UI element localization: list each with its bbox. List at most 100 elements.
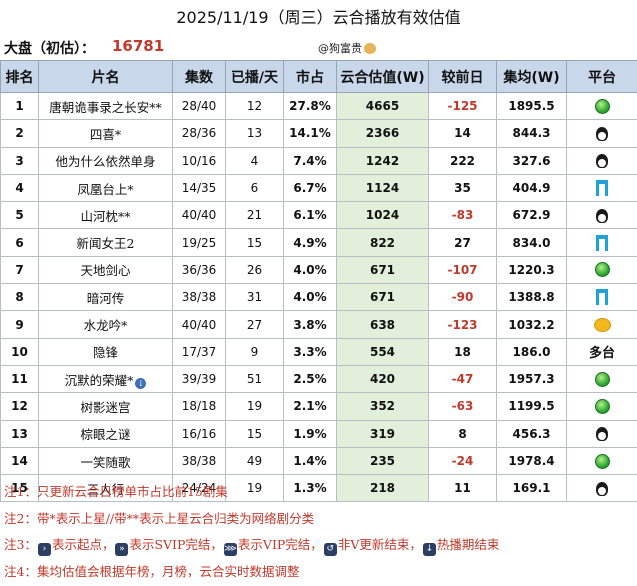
- platform-cell: [566, 392, 637, 421]
- note-3-d: 非V更新结束，: [337, 537, 422, 552]
- tencent-penguin-icon: [596, 481, 608, 496]
- platform-cell: [566, 119, 637, 148]
- column-header: 已播/天: [225, 60, 284, 93]
- iqiyi-icon: [594, 453, 610, 469]
- days-cell: 19: [225, 474, 284, 503]
- note-3-b: 表示SVIP完结，: [129, 537, 223, 552]
- rank-cell: 5: [0, 201, 39, 230]
- days-cell: 49: [225, 446, 284, 476]
- days-cell: 15: [225, 419, 284, 448]
- table-row: 9 水龙吟* 40/40 27 3.8% 638 -123 1032.2: [0, 310, 637, 339]
- change-cell: 35: [428, 173, 497, 203]
- estimate-cell: 638: [336, 310, 429, 339]
- days-cell: 26: [225, 255, 284, 285]
- hot-period-end-icon: ↓: [135, 377, 147, 389]
- svip-end-icon: »: [115, 543, 129, 556]
- non-vip-end-icon: ↺: [323, 543, 337, 556]
- table-row: 14 一笑随歌 38/38 49 1.4% 235 -24 1978.4: [0, 446, 637, 476]
- share-cell: 6.7%: [283, 173, 337, 203]
- platform-cell: [566, 364, 637, 394]
- title-cell: 山河枕**: [38, 201, 173, 230]
- notes: 注1：只更新云合日榜单市占比前15剧集 注2：带*表示上星//带**表示上星云合…: [0, 479, 637, 585]
- title-cell: 暗河传: [38, 283, 173, 312]
- title-text: 沉默的荣耀*: [64, 372, 134, 388]
- estimate-cell: 352: [336, 392, 429, 421]
- days-cell: 31: [225, 283, 284, 312]
- avg-cell: 169.1: [496, 474, 567, 503]
- rank-cell: 12: [0, 392, 39, 421]
- table-header: 排名 片名 集数 已播/天 市占 云合估值(W) 较前日 集均(W) 平台: [0, 60, 637, 93]
- days-cell: 9: [225, 337, 284, 366]
- episodes-cell: 39/39: [172, 364, 226, 394]
- episodes-cell: 36/36: [172, 255, 226, 285]
- platform-cell: [566, 201, 637, 230]
- title-cell: 三人行: [38, 474, 173, 503]
- note-3-a: 表示起点，: [51, 537, 115, 552]
- estimate-cell: 235: [336, 446, 429, 476]
- rank-cell: 2: [0, 119, 39, 148]
- table-row: 8 暗河传 38/38 31 4.0% 671 -90 1388.8: [0, 283, 637, 312]
- share-cell: 4.0%: [283, 255, 337, 285]
- days-cell: 27: [225, 310, 284, 339]
- avg-cell: 1388.8: [496, 283, 567, 312]
- title-cell: 棕眼之谜: [38, 419, 173, 448]
- note-1: 注1：只更新云合日榜单市占比前15剧集: [4, 484, 228, 499]
- estimate-cell: 671: [336, 283, 429, 312]
- table-row: 12 树影迷宫 18/18 19 2.1% 352 -63 1199.5: [0, 392, 637, 421]
- episodes-cell: 28/40: [172, 91, 226, 121]
- episodes-cell: 17/37: [172, 337, 226, 366]
- share-cell: 3.3%: [283, 337, 337, 366]
- table-body: 1 唐朝诡事录之长安** 28/40 12 27.8% 4665 -125 1895.5 2 四喜…: [0, 91, 637, 503]
- youku-icon: [596, 234, 608, 251]
- change-cell: 27: [428, 228, 497, 257]
- rank-cell: 3: [0, 146, 39, 175]
- share-cell: 4.9%: [283, 228, 337, 257]
- platform-cell: [566, 474, 637, 503]
- rank-cell: 9: [0, 310, 39, 339]
- subheader: 大盘（初估）： 16781 @狗富贵: [0, 36, 637, 60]
- platform-cell: [566, 283, 637, 312]
- avg-cell: 672.9: [496, 201, 567, 230]
- change-cell: 11: [428, 474, 497, 503]
- avg-cell: 834.0: [496, 228, 567, 257]
- note-3-prefix: 注3：: [4, 537, 37, 552]
- title-cell: 水龙吟*: [38, 310, 173, 339]
- table-row: 2 四喜* 28/36 13 14.1% 2366 14 844.3: [0, 119, 637, 148]
- mango-tv-icon: [593, 317, 611, 332]
- note-3-e: 热播期结束: [436, 537, 500, 552]
- episodes-cell: 38/38: [172, 283, 226, 312]
- platform-cell: [566, 310, 637, 339]
- table-row: 5 山河枕** 40/40 21 6.1% 1024 -83 672.9: [0, 201, 637, 230]
- estimate-cell: 554: [336, 337, 429, 366]
- days-cell: 15: [225, 228, 284, 257]
- change-cell: 14: [428, 119, 497, 148]
- share-cell: 1.9%: [283, 419, 337, 448]
- iqiyi-icon: [594, 98, 610, 114]
- title-cell: 凤凰台上*: [38, 173, 173, 203]
- rank-cell: 10: [0, 337, 39, 366]
- title-cell: 新闻女王2: [38, 228, 173, 257]
- note-3: 注3： › 表示起点，» 表示SVIP完结，⋙表示VIP完结， ↺ 非V更新结束， ↓ 热播期…: [0, 532, 637, 559]
- avg-cell: 327.6: [496, 146, 567, 175]
- rank-cell: 14: [0, 446, 39, 476]
- table-row: 10 隐锋 17/37 9 3.3% 554 18 186.0 多台: [0, 337, 637, 366]
- ranking-table: 排名 片名 集数 已播/天 市占 云合估值(W) 较前日 集均(W) 平台 1 唐朝诡事录之长安*…: [0, 60, 637, 503]
- share-cell: 1.4%: [283, 446, 337, 476]
- change-cell: -47: [428, 364, 497, 394]
- column-header: 排名: [0, 60, 39, 93]
- change-cell: -123: [428, 310, 497, 339]
- table-row: 15 三人行 24/24 19 1.3% 218 11 169.1: [0, 474, 637, 503]
- table-row: 3 他为什么依然单身 10/16 4 7.4% 1242 222 327.6: [0, 146, 637, 175]
- days-cell: 12: [225, 91, 284, 121]
- tencent-penguin-icon: [596, 208, 608, 223]
- column-header: 集均(W): [496, 60, 567, 93]
- platform-cell: [566, 173, 637, 203]
- days-cell: 51: [225, 364, 284, 394]
- platform-cell: [566, 255, 637, 285]
- youku-icon: [596, 180, 608, 197]
- avg-cell: 404.9: [496, 173, 567, 203]
- iqiyi-icon: [594, 398, 610, 414]
- rank-cell: 6: [0, 228, 39, 257]
- hot-period-end-icon: ↓: [422, 543, 436, 556]
